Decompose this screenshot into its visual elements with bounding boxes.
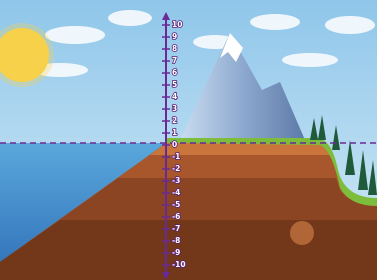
tick-label: 0 xyxy=(172,140,177,149)
tick-label: -6 xyxy=(172,212,180,221)
tick-label: 8 xyxy=(172,44,177,53)
tick-label: 1 xyxy=(172,128,177,137)
tick-label: 2 xyxy=(172,116,177,125)
tick-label: -10 xyxy=(172,260,186,269)
page: {"number_line": {"ticks": [10, 9, 8, 7, … xyxy=(0,0,377,280)
tick-label: -3 xyxy=(172,176,180,185)
tick-label: -4 xyxy=(172,188,180,197)
tick-label: 10 xyxy=(172,20,182,29)
tick-label: -9 xyxy=(172,248,180,257)
tick-label: -7 xyxy=(172,224,180,233)
tick-label: 7 xyxy=(172,56,177,65)
tick-label: -5 xyxy=(172,200,180,209)
watermark xyxy=(290,221,314,245)
tick-label: 4 xyxy=(172,92,177,101)
ground-layer-3 xyxy=(0,220,377,280)
tick-label: 5 xyxy=(172,80,177,89)
tick-label: 3 xyxy=(172,104,177,113)
tick-label: 6 xyxy=(172,68,177,77)
tick-label: -1 xyxy=(172,152,180,161)
tick-label: -8 xyxy=(172,236,180,245)
tick-label: 9 xyxy=(172,32,177,41)
scene: 109876543210-1-2-3-4-5-6-7-8-9-10 xyxy=(0,0,377,280)
tick-label: -2 xyxy=(172,164,180,173)
